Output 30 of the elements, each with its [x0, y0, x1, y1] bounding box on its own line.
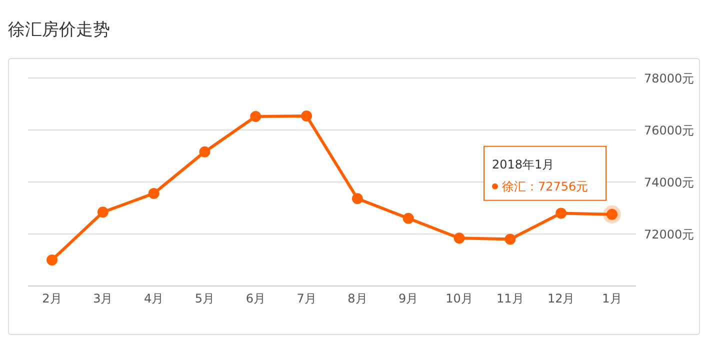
chart-title: 徐汇房价走势: [8, 19, 110, 41]
point: [556, 208, 567, 219]
point: [46, 254, 58, 266]
y-tick-label: 72000元: [644, 227, 694, 242]
annotation: 2018年1月: [492, 157, 554, 172]
point: [504, 234, 516, 245]
x-tick-label: 5月: [194, 292, 215, 306]
x-tick-label: 9月: [398, 292, 418, 306]
point: [199, 146, 210, 158]
x-tick-label: 6月: [246, 292, 266, 306]
point: [454, 232, 465, 244]
point: [301, 110, 312, 122]
x-tick-label: 7月: [296, 292, 316, 306]
y-tick-label: 76000元: [644, 123, 694, 138]
x-tick-label: 11月: [496, 292, 524, 306]
x-tick-label: 3月: [93, 292, 113, 306]
x-tick-label: 1月: [602, 292, 622, 306]
x-tick-label: 2月: [42, 292, 62, 306]
x-tick-label: 12月: [547, 292, 575, 306]
annotation: 徐汇：72756元: [502, 179, 588, 194]
point: [148, 188, 160, 199]
y-tick-label: 74000元: [644, 175, 694, 190]
point: [352, 193, 363, 204]
y-tick-label: 78000元: [644, 71, 694, 86]
x-tick-label: 10月: [446, 292, 473, 306]
point: [250, 110, 262, 122]
point: [402, 212, 414, 224]
x-tick-label: 4月: [144, 292, 164, 306]
point: [97, 206, 108, 218]
x-tick-label: 8月: [348, 292, 368, 306]
